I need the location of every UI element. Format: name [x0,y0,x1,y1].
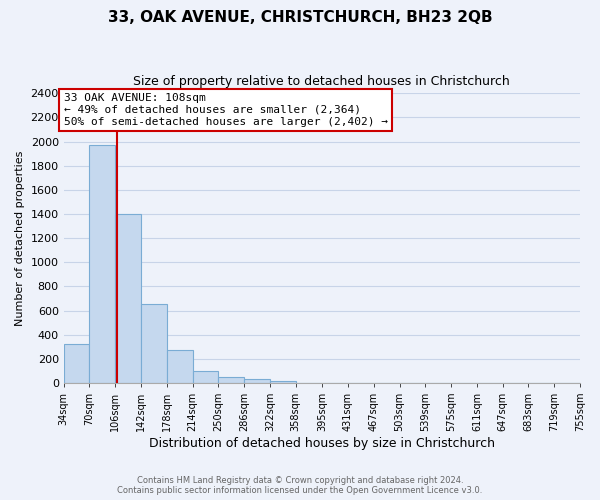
Bar [270,380,296,383]
Bar [167,350,193,383]
Bar [64,344,89,383]
Y-axis label: Number of detached properties: Number of detached properties [15,150,25,326]
Bar [218,378,244,383]
Bar [244,380,270,383]
Text: 33 OAK AVENUE: 108sqm
← 49% of detached houses are smaller (2,364)
50% of semi-d: 33 OAK AVENUE: 108sqm ← 49% of detached … [64,94,388,126]
Text: Contains HM Land Registry data © Crown copyright and database right 2024.
Contai: Contains HM Land Registry data © Crown c… [118,476,482,495]
Bar [115,214,141,383]
Bar [141,304,167,383]
Bar [89,144,115,383]
Text: 33, OAK AVENUE, CHRISTCHURCH, BH23 2QB: 33, OAK AVENUE, CHRISTCHURCH, BH23 2QB [107,10,493,25]
Title: Size of property relative to detached houses in Christchurch: Size of property relative to detached ho… [133,75,510,88]
Bar [193,371,218,383]
X-axis label: Distribution of detached houses by size in Christchurch: Distribution of detached houses by size … [149,437,495,450]
